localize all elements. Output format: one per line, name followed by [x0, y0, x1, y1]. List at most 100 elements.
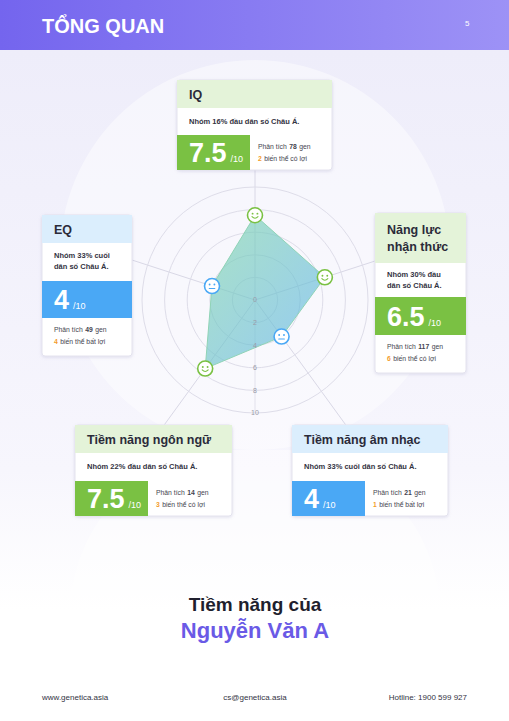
variant-text: biến thể có lợi [393, 354, 436, 362]
point [274, 329, 289, 344]
gene-unit: gen [197, 489, 209, 497]
marks [198, 208, 333, 376]
score-suffix: /10 [129, 500, 142, 510]
card-description: Nhóm 22% đầu dân số Châu Á. [87, 462, 197, 471]
variant-number: 3 [156, 501, 160, 508]
gene-count: Phân tích49gen [54, 326, 107, 334]
card-header [42, 215, 132, 243]
tick-label: 10 [251, 409, 259, 416]
score-text: 7.5/10 [189, 138, 243, 168]
point [317, 270, 332, 285]
variant-number: 4 [54, 338, 58, 345]
card-title: Tiềm năng âm nhạc [304, 433, 421, 447]
face-eye [278, 334, 280, 336]
card-title: IQ [189, 88, 202, 102]
score-value: 7.5 [189, 138, 227, 168]
score-value: 4 [304, 484, 319, 514]
variant-count: 1biến thể bất lợi [373, 500, 425, 508]
score-text: 7.5/10 [87, 484, 141, 514]
page-number: 5 [465, 19, 470, 28]
card: EQ Nhóm 33% cuốidân số Châu Á. 4/10 Phân tí… [42, 215, 132, 356]
variant-count: 3biến thể có lợi [156, 500, 205, 508]
radar-area [205, 215, 325, 368]
score-value: 4 [54, 285, 69, 315]
analysis-label: Phân tích [387, 343, 416, 350]
face-mouth [322, 279, 328, 281]
face-mouth [252, 217, 258, 219]
analysis-label: Phân tích [373, 489, 402, 496]
point [205, 279, 220, 294]
variant-count: 2biến thể có lợi [258, 154, 307, 162]
variant-text: biến thể có lợi [264, 154, 307, 162]
gene-count: Phân tích117gen [387, 343, 443, 351]
score-text: 6.5/10 [387, 302, 441, 332]
variant-text: biến thể bất lợi [379, 500, 424, 508]
score-suffix: /10 [231, 154, 244, 164]
footer-email: cs@genetica.asia [223, 693, 287, 702]
variant-text: biến thể có lợi [162, 500, 205, 508]
profile-title: Tiềm năng của [189, 594, 322, 615]
variant-number: 6 [387, 355, 391, 362]
point-face [248, 208, 263, 223]
gene-number: 117 [418, 343, 429, 350]
point-face [317, 270, 332, 285]
variant-text: biến thể bất lợi [60, 337, 105, 345]
face-mouth [202, 370, 208, 372]
card-description: Nhóm 16% đầu dân số Châu Á. [189, 117, 299, 126]
header-band [0, 0, 509, 50]
tick-labels: 0246810 [251, 296, 259, 416]
gene-number: 14 [187, 489, 195, 496]
gene-number: 21 [404, 489, 412, 496]
score-box [177, 135, 250, 170]
face-mouth [209, 288, 215, 289]
card: IQ Nhóm 16% đầu dân số Châu Á. 7.5/10 Phân … [177, 80, 332, 170]
face-eye [202, 366, 204, 368]
score-box [42, 281, 132, 318]
score-box [292, 481, 365, 516]
score-value: 6.5 [387, 302, 425, 332]
card-title: EQ [54, 223, 72, 237]
gene-number: 78 [289, 143, 297, 150]
grid [142, 187, 368, 413]
footer-hotline: Hotline: 1900 599 927 [389, 693, 468, 702]
face-eye [213, 283, 215, 285]
background [0, 50, 509, 610]
card-description: Nhóm 33% cuối dân số Châu Á. [304, 462, 417, 471]
score-suffix: /10 [429, 318, 442, 328]
gene-unit: gen [299, 143, 311, 151]
card-header [75, 425, 232, 453]
grid-ring [165, 210, 346, 391]
score-box [375, 297, 466, 335]
point [248, 208, 263, 223]
face-eye [326, 275, 328, 277]
card-bg [177, 80, 332, 170]
card-description: Nhóm 33% cuốidân số Châu Á. [54, 251, 110, 271]
variant-count: 6biến thể có lợi [387, 354, 436, 362]
card-title: Tiềm năng ngôn ngữ [87, 433, 212, 447]
header-title: TỔNG QUAN [42, 14, 164, 37]
analysis-label: Phân tích [54, 326, 83, 333]
point-face [205, 279, 220, 294]
tick-label: 4 [253, 342, 257, 349]
variant-number: 1 [373, 501, 377, 508]
point [198, 361, 213, 376]
grid-ring [142, 187, 368, 413]
score-suffix: /10 [73, 301, 86, 311]
card: Tiềm năng ngôn ngữ Nhóm 22% đầu dân số Ch… [75, 425, 232, 516]
page: TỔNG QUAN50246810IQNhóm 16% đầu dân số C… [0, 0, 509, 721]
variant-count: 4biến thể bất lợi [54, 337, 106, 345]
card-bg [42, 215, 132, 356]
score-text: 4/10 [304, 484, 336, 514]
analysis-label: Phân tích [156, 489, 185, 496]
tick-label: 2 [253, 319, 257, 326]
analysis-label: Phân tích [258, 143, 287, 150]
footer-website: www.genetica.asia [41, 693, 109, 702]
score-suffix: /10 [323, 500, 336, 510]
gene-count: Phân tích78gen [258, 143, 311, 151]
card-bg [292, 425, 448, 516]
face-eye [283, 334, 285, 336]
card-header [375, 213, 466, 263]
tick-label: 6 [253, 364, 257, 371]
gene-count: Phân tích21gen [373, 489, 426, 497]
face-eye [207, 366, 209, 368]
